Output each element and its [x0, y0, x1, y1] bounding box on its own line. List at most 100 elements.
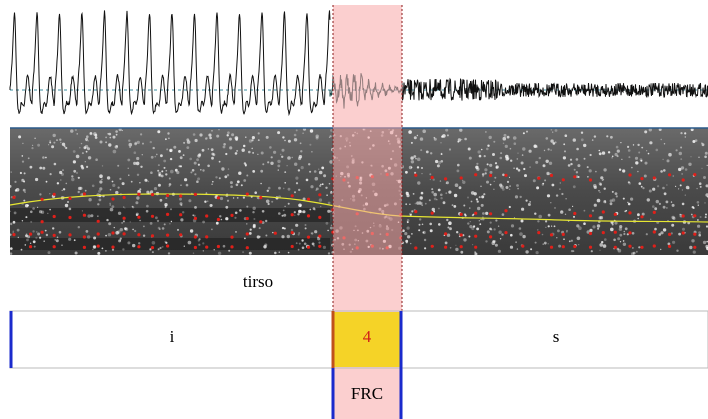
texture-dot — [690, 156, 692, 158]
texture-dot — [21, 155, 24, 157]
texture-dot — [265, 199, 270, 204]
formant-point — [68, 233, 72, 237]
texture-dot — [611, 190, 614, 193]
texture-dot — [554, 129, 558, 132]
texture-dot — [562, 156, 567, 160]
texture-dot — [600, 176, 604, 180]
texture-dot — [109, 136, 112, 139]
texture-dot — [410, 141, 413, 144]
texture-dot — [251, 139, 254, 142]
texture-dot — [621, 158, 623, 160]
formant-point — [652, 176, 656, 180]
texture-dot — [48, 144, 50, 146]
texture-dot — [330, 224, 333, 226]
texture-dot — [419, 196, 423, 200]
formant-point — [216, 217, 220, 222]
texture-dot — [223, 143, 226, 146]
texture-dot — [572, 138, 576, 142]
texture-dot — [499, 156, 503, 160]
texture-dot — [419, 200, 421, 203]
texture-dot — [101, 178, 103, 181]
texture-dot — [484, 168, 488, 172]
texture-dot — [242, 196, 245, 199]
formant-point — [561, 178, 565, 182]
texture-dot — [136, 156, 140, 161]
texture-dot — [551, 183, 555, 187]
texture-dot — [16, 228, 20, 232]
texture-dot — [273, 150, 277, 154]
texture-dot — [613, 238, 616, 242]
texture-dot — [534, 241, 537, 244]
texture-dot — [313, 170, 317, 173]
formant-point — [414, 210, 418, 214]
texture-dot — [522, 147, 526, 151]
texture-dot — [406, 226, 410, 230]
texture-dot — [139, 182, 141, 184]
texture-dot — [176, 170, 180, 175]
texture-dot — [86, 135, 89, 138]
texture-dot — [248, 251, 252, 255]
texture-dot — [453, 193, 458, 198]
texture-dot — [108, 143, 112, 147]
formant-point — [96, 232, 100, 236]
formant-point — [52, 192, 56, 196]
texture-dot — [451, 204, 454, 207]
texture-dot — [532, 179, 536, 183]
texture-dot — [23, 180, 26, 183]
texture-dot — [315, 134, 319, 138]
texture-dot — [420, 201, 423, 205]
texture-dot — [691, 239, 695, 243]
texture-dot — [515, 241, 517, 244]
formant-point — [12, 195, 16, 199]
texture-dot — [107, 233, 112, 237]
texture-dot — [517, 152, 519, 154]
texture-dot — [535, 145, 538, 149]
texture-dot — [228, 249, 231, 252]
texture-dot — [631, 252, 634, 256]
texture-dot — [300, 210, 304, 214]
texture-dot — [611, 156, 613, 159]
texture-dot — [675, 185, 677, 187]
segment-label[interactable]: 4 — [363, 327, 372, 346]
texture-dot — [21, 220, 24, 222]
texture-dot — [506, 180, 510, 183]
texture-dot — [703, 176, 706, 179]
texture-dot — [622, 242, 627, 246]
texture-dot — [671, 215, 675, 220]
texture-dot — [8, 184, 12, 188]
texture-dot — [109, 202, 111, 205]
texture-dot — [648, 189, 652, 193]
texture-dot — [493, 180, 495, 182]
texture-dot — [281, 214, 284, 217]
texture-dot — [320, 205, 322, 208]
texture-dot — [287, 202, 290, 205]
texture-dot — [573, 168, 576, 171]
texture-dot — [422, 129, 427, 134]
texture-dot — [62, 169, 64, 171]
formant-point — [150, 193, 155, 197]
texture-dot — [550, 149, 552, 151]
texture-dot — [439, 180, 442, 182]
texture-dot — [583, 209, 586, 212]
texture-dot — [196, 180, 199, 183]
texture-dot — [9, 233, 12, 236]
texture-dot — [282, 209, 285, 212]
formant-point — [444, 232, 448, 236]
formant-point — [122, 216, 126, 220]
texture-dot — [457, 140, 460, 143]
texture-dot — [638, 246, 641, 249]
texture-dot — [413, 136, 417, 140]
texture-dot — [671, 203, 675, 207]
texture-dot — [112, 183, 116, 187]
segment-highlight[interactable] — [334, 312, 401, 367]
texture-dot — [508, 176, 511, 178]
texture-dot — [592, 225, 596, 229]
texture-dot — [502, 136, 507, 141]
texture-dot — [416, 166, 420, 169]
texture-dot — [163, 223, 166, 226]
texture-dot — [40, 210, 45, 214]
formant-point — [166, 244, 170, 248]
texture-dot — [192, 252, 195, 254]
texture-dot — [138, 242, 141, 245]
texture-dot — [53, 141, 56, 144]
